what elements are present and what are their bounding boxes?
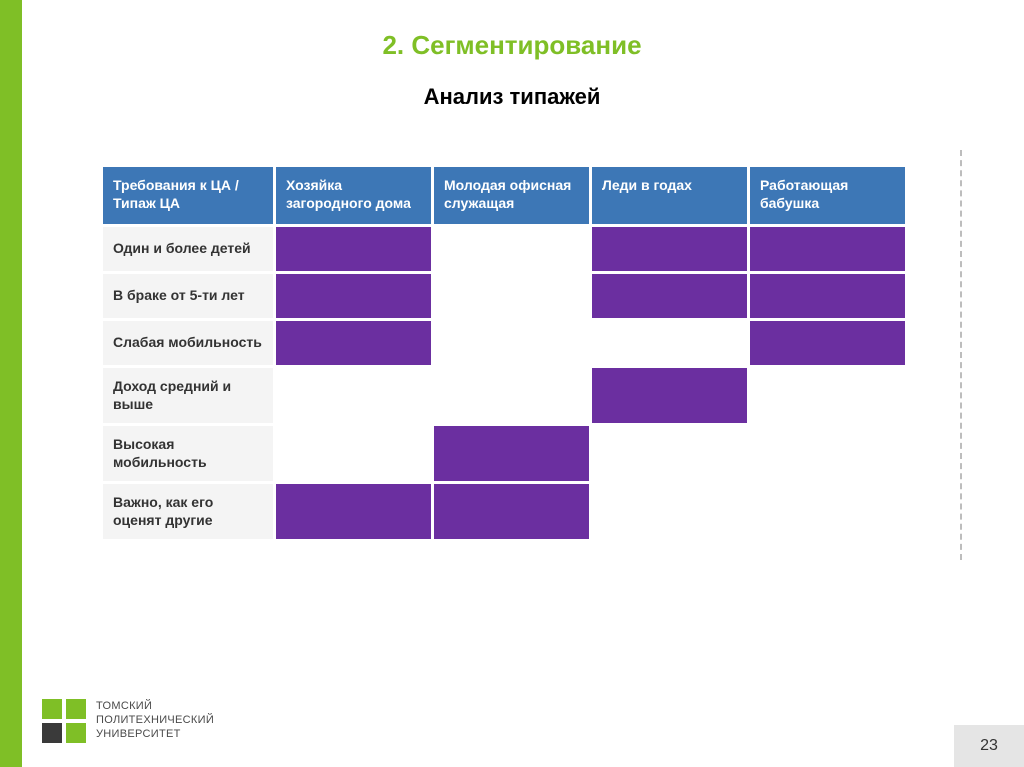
logo-square-icon [42,723,62,743]
page-number-box: 23 [954,725,1024,767]
footer-logo: ТОМСКИЙ ПОЛИТЕХНИЧЕСКИЙ УНИВЕРСИТЕТ [42,699,214,743]
cell-empty [276,426,431,481]
cell-empty [750,426,905,481]
cell-empty [434,368,589,423]
logo-line1: ТОМСКИЙ [96,700,214,714]
cell-filled [276,227,431,271]
cell-filled [750,227,905,271]
cell-empty [592,321,747,365]
dashed-divider [960,150,962,560]
logo-square-icon [66,723,86,743]
row-label: Слабая мобильность [103,321,273,365]
cell-filled [276,484,431,539]
table-row: Высокая мобильность [103,426,905,481]
page-number: 23 [980,737,998,755]
logo-line3: УНИВЕРСИТЕТ [96,728,214,742]
cell-filled [276,274,431,318]
segmentation-table: Требования к ЦА / Типаж ЦАХозяйка загоро… [100,164,908,542]
cell-empty [750,368,905,423]
table-col-header: Работающая бабушка [750,167,905,224]
cell-filled [592,368,747,423]
cell-empty [276,368,431,423]
table-row: Один и более детей [103,227,905,271]
table-row: Слабая мобильность [103,321,905,365]
cell-empty [592,426,747,481]
table-header-row: Требования к ЦА / Типаж ЦАХозяйка загоро… [103,167,905,224]
table-row: В браке от 5-ти лет [103,274,905,318]
cell-filled [592,274,747,318]
row-label: Доход средний и выше [103,368,273,423]
cell-empty [750,484,905,539]
cell-empty [592,484,747,539]
row-label: Важно, как его оценят другие [103,484,273,539]
accent-left-bar [0,0,22,767]
cell-empty [434,274,589,318]
segmentation-table-wrap: Требования к ЦА / Типаж ЦАХозяйка загоро… [100,164,895,542]
cell-empty [434,227,589,271]
cell-filled [434,426,589,481]
cell-filled [750,321,905,365]
table-row: Важно, как его оценят другие [103,484,905,539]
table-col-header: Леди в годах [592,167,747,224]
logo-square-icon [42,699,62,719]
slide-heading: 2. Сегментирование [0,30,1024,61]
row-label: В браке от 5-ти лет [103,274,273,318]
cell-filled [750,274,905,318]
logo-text: ТОМСКИЙ ПОЛИТЕХНИЧЕСКИЙ УНИВЕРСИТЕТ [96,700,214,741]
table-col-header: Молодая офисная служащая [434,167,589,224]
table-corner-header: Требования к ЦА / Типаж ЦА [103,167,273,224]
slide-subheading: Анализ типажей [0,84,1024,110]
cell-empty [434,321,589,365]
cell-filled [592,227,747,271]
cell-filled [276,321,431,365]
logo-line2: ПОЛИТЕХНИЧЕСКИЙ [96,714,214,728]
logo-square-icon [66,699,86,719]
logo-mark [42,699,86,743]
table-row: Доход средний и выше [103,368,905,423]
row-label: Высокая мобильность [103,426,273,481]
cell-filled [434,484,589,539]
table-col-header: Хозяйка загородного дома [276,167,431,224]
row-label: Один и более детей [103,227,273,271]
